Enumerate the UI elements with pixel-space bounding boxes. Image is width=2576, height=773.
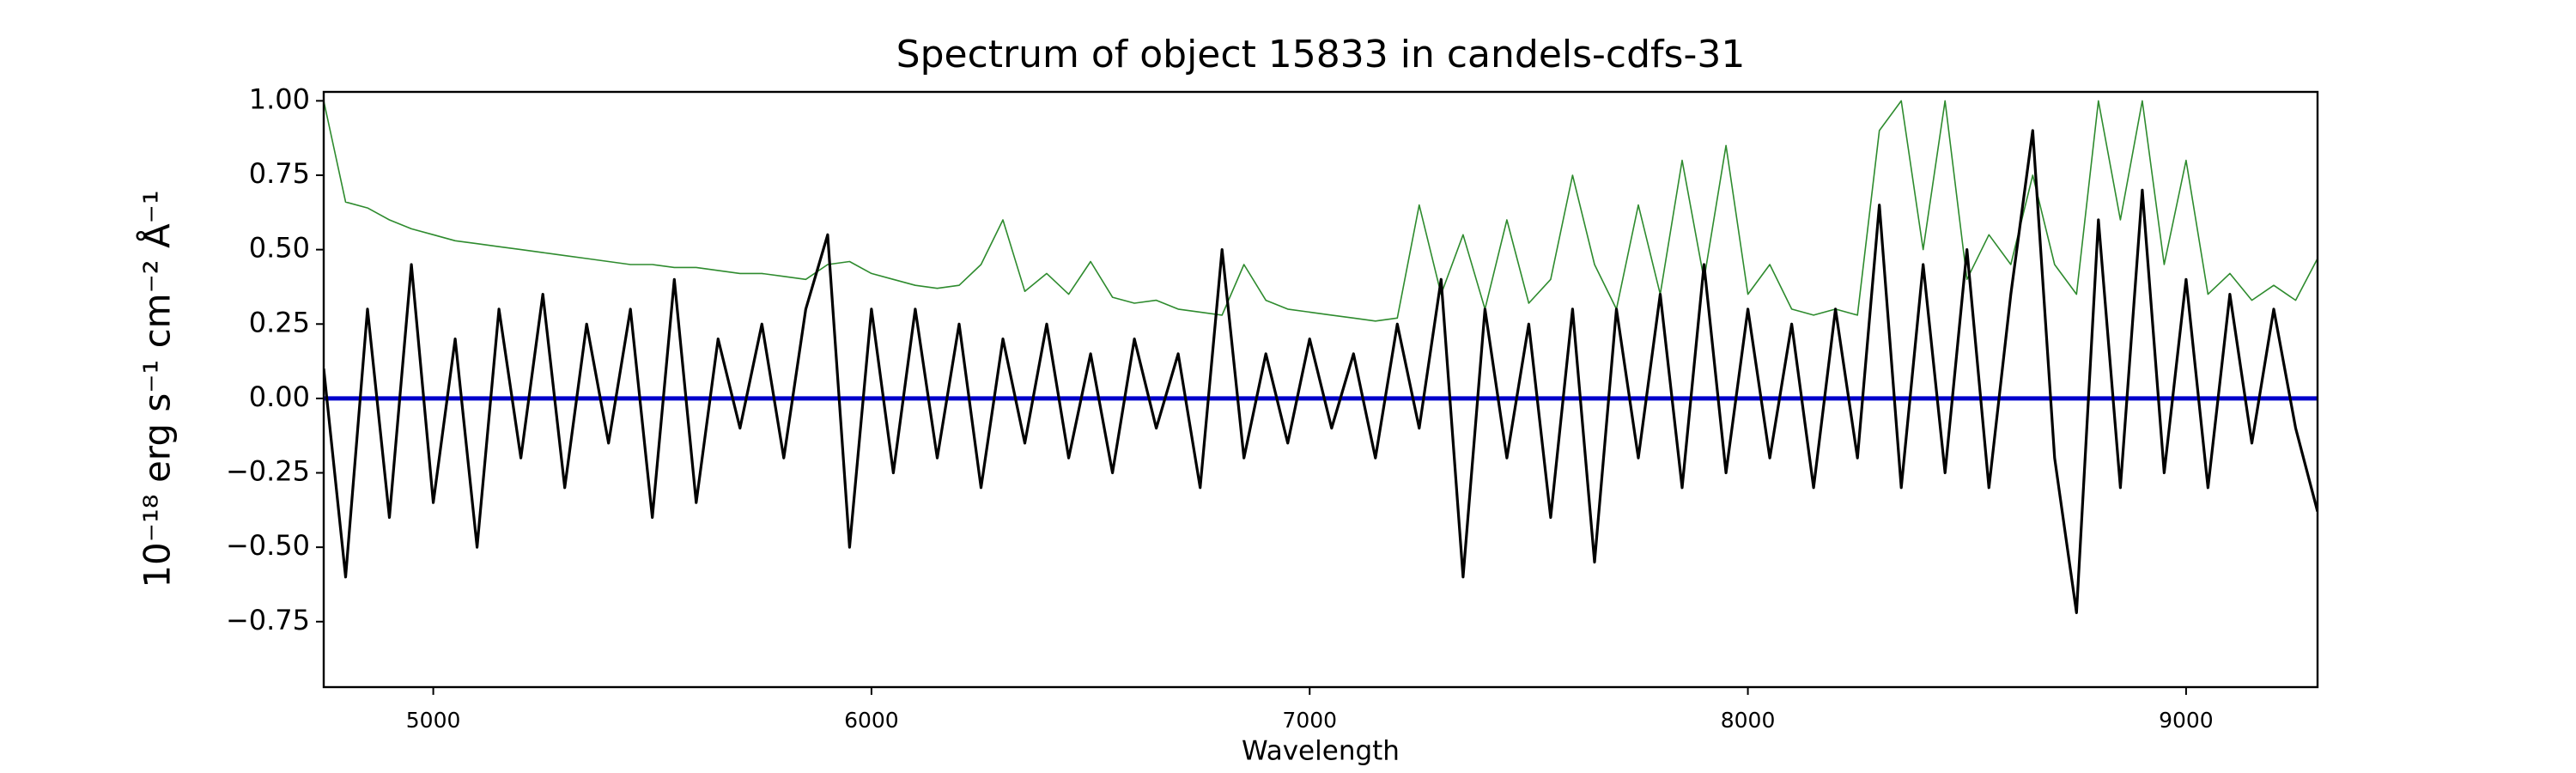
y-tick-label: 1.00	[249, 82, 310, 115]
y-axis-label: 10⁻¹⁸ erg s⁻¹ cm⁻² Å⁻¹	[136, 190, 179, 587]
x-axis-label: Wavelength	[1242, 736, 1400, 767]
plot-area	[324, 100, 2318, 614]
x-tick-label: 9000	[2159, 708, 2214, 733]
spectrum-line	[324, 129, 2318, 614]
y-tick-label: −0.25	[226, 455, 310, 488]
y-tick-label: 0.25	[249, 306, 310, 338]
axes-frame	[322, 90, 2319, 689]
x-tick-label: 5000	[406, 708, 461, 733]
y-tick-label: −0.50	[226, 529, 310, 562]
x-tick-label: 8000	[1721, 708, 1776, 733]
y-tick-label: 0.50	[249, 232, 310, 265]
chart-title: Spectrum of object 15833 in candels-cdfs…	[896, 33, 1746, 76]
spectrum-line	[324, 100, 2318, 322]
x-tick-label: 7000	[1282, 708, 1337, 733]
x-tick-label: 6000	[844, 708, 899, 733]
y-tick-label: 0.00	[249, 380, 310, 413]
y-tick-label: 0.75	[249, 157, 310, 190]
y-tick-label: −0.75	[226, 604, 310, 636]
